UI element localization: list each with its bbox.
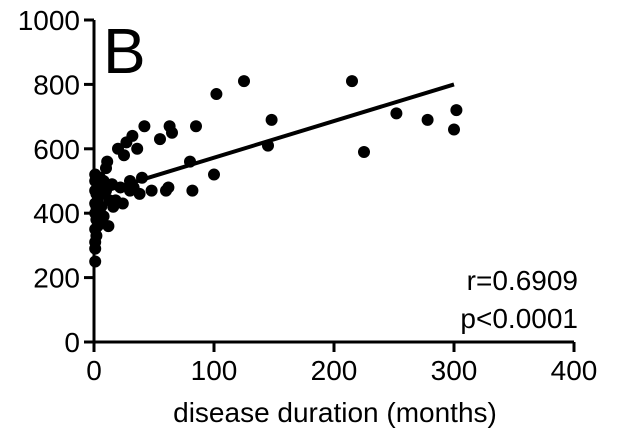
y-tick-label: 800 [33,69,80,100]
y-axis: 0 200 400 600 800 1000 [18,5,96,358]
data-point [162,181,175,194]
data-point [95,200,108,213]
data-point [358,146,370,159]
data-point [89,255,102,268]
y-tick-label: 400 [33,198,80,229]
data-point [450,104,463,117]
x-tick-label: 300 [431,355,478,386]
data-point [138,120,151,133]
panel-label: B [103,15,146,87]
x-tick-label: 0 [86,355,102,386]
correlation-label: r=0.6909 [467,265,578,296]
data-point [101,155,114,168]
data-point [102,220,115,233]
x-axis-label: disease duration (months) [173,397,497,428]
x-tick-label: 100 [191,355,238,386]
data-point [448,123,460,136]
y-tick-label: 1000 [18,5,80,36]
y-tick-label: 0 [64,327,80,358]
data-point [118,149,130,162]
data-point [186,184,199,197]
data-point [126,129,139,142]
y-tick-label: 200 [33,263,80,294]
data-point [154,133,166,146]
y-tick-label: 600 [33,134,80,165]
data-point [210,88,223,101]
data-point [390,107,403,120]
data-point [116,197,129,210]
data-point [90,229,103,242]
regression-line [105,82,455,193]
data-point [208,168,220,181]
data-point [265,113,278,126]
data-point [166,126,178,139]
data-point [346,75,358,88]
x-tick-label: 200 [311,355,358,386]
data-point [145,184,158,197]
p-value-label: p<0.0001 [460,303,578,334]
x-axis: 0 100 200 300 400 [86,340,598,386]
data-point [97,210,110,223]
data-point [133,187,146,200]
data-point [131,142,144,155]
data-points [89,75,463,268]
data-point [190,120,202,133]
data-point [238,75,250,88]
x-tick-label: 400 [551,355,598,386]
data-point [421,113,434,126]
